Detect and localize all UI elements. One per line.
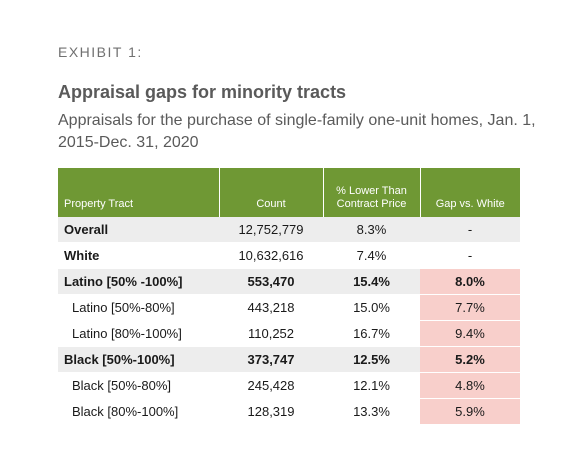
- table-row: Black [50%-100%] 373,747 12.5% 5.2%: [58, 346, 520, 373]
- cell-count: 128,319: [219, 398, 323, 425]
- cell-pct: 7.4%: [323, 242, 420, 269]
- cell-count: 443,218: [219, 294, 323, 321]
- cell-tract: Latino [50% -100%]: [58, 268, 219, 295]
- cell-tract: Overall: [58, 217, 219, 243]
- cell-gap: -: [420, 217, 520, 243]
- table-row: Latino [80%-100%] 110,252 16.7% 9.4%: [58, 320, 520, 347]
- table-row: Latino [50% -100%] 553,470 15.4% 8.0%: [58, 268, 520, 295]
- appraisal-gap-table: Property Tract Count % Lower Than Contra…: [58, 168, 520, 425]
- cell-pct: 12.5%: [323, 346, 420, 373]
- table-row: Latino [50%-80%] 443,218 15.0% 7.7%: [58, 294, 520, 321]
- cell-count: 12,752,779: [219, 217, 323, 243]
- page-subtitle: Appraisals for the purchase of single-fa…: [58, 112, 536, 151]
- cell-gap: -: [420, 242, 520, 269]
- cell-gap: 8.0%: [420, 268, 520, 295]
- cell-pct: 12.1%: [323, 372, 420, 399]
- cell-pct: 15.0%: [323, 294, 420, 321]
- cell-tract: Black [50%-80%]: [58, 372, 219, 399]
- cell-gap: 5.2%: [420, 346, 520, 373]
- exhibit-label: EXHIBIT 1:: [58, 44, 143, 60]
- cell-pct: 8.3%: [323, 217, 420, 243]
- cell-gap: 5.9%: [420, 398, 520, 425]
- column-header-count: Count: [218, 168, 323, 217]
- table-row: Black [80%-100%] 128,319 13.3% 5.9%: [58, 398, 520, 425]
- table-header-row: Property Tract Count % Lower Than Contra…: [58, 168, 520, 217]
- table-row: White 10,632,616 7.4% -: [58, 242, 520, 269]
- cell-tract: Black [50%-100%]: [58, 346, 219, 373]
- cell-gap: 4.8%: [420, 372, 520, 399]
- cell-count: 110,252: [219, 320, 323, 347]
- cell-gap: 9.4%: [420, 320, 520, 347]
- page-title: Appraisal gaps for minority tracts: [58, 82, 347, 102]
- cell-count: 553,470: [219, 268, 323, 295]
- column-header-property-tract: Property Tract: [58, 168, 219, 217]
- cell-pct: 13.3%: [323, 398, 420, 425]
- cell-tract: White: [58, 242, 219, 269]
- cell-tract: Latino [50%-80%]: [58, 294, 219, 321]
- cell-pct: 16.7%: [323, 320, 420, 347]
- cell-gap: 7.7%: [420, 294, 520, 321]
- cell-count: 245,428: [219, 372, 323, 399]
- cell-tract: Latino [80%-100%]: [58, 320, 219, 347]
- cell-tract: Black [80%-100%]: [58, 398, 219, 425]
- cell-count: 373,747: [219, 346, 323, 373]
- table-row: Overall 12,752,779 8.3% -: [58, 217, 520, 243]
- column-header-pct-lower: % Lower Than Contract Price: [322, 168, 420, 217]
- table-row: Black [50%-80%] 245,428 12.1% 4.8%: [58, 372, 520, 399]
- column-header-gap: Gap vs. White: [419, 168, 520, 217]
- cell-pct: 15.4%: [323, 268, 420, 295]
- cell-count: 10,632,616: [219, 242, 323, 269]
